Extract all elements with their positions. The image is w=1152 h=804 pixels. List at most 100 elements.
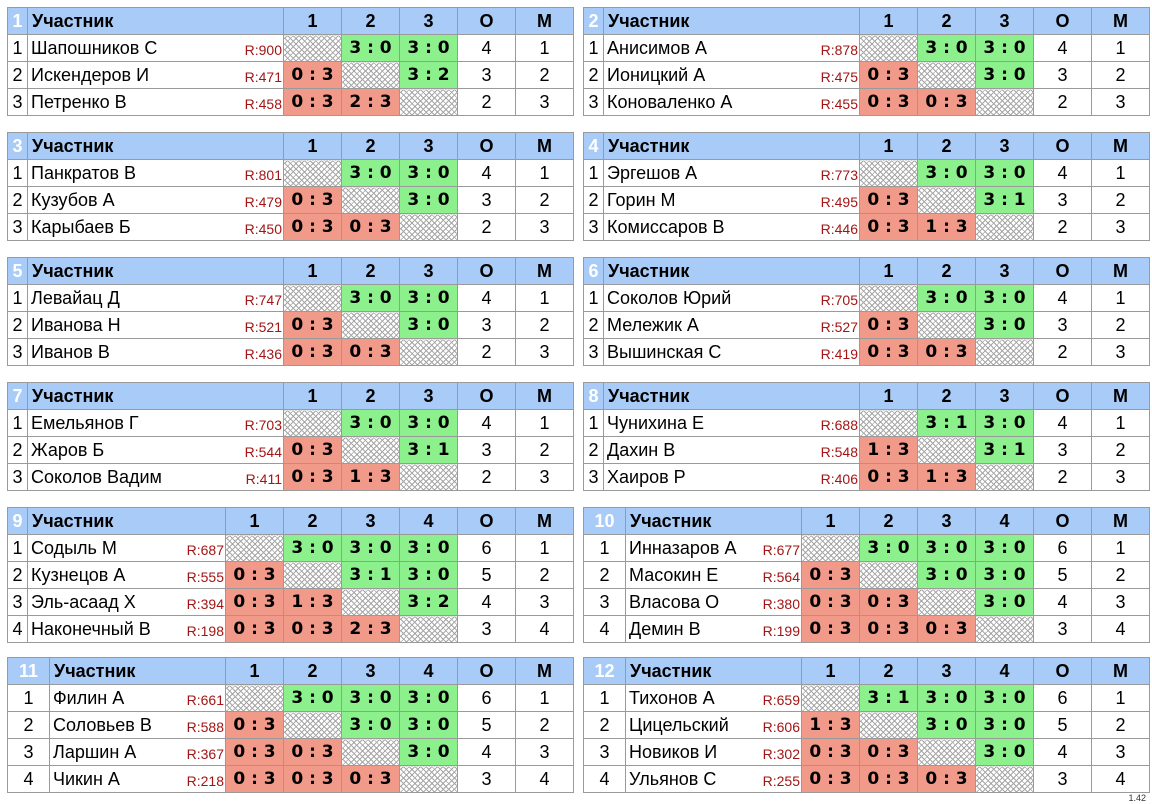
participant-column-header: Участник: [625, 657, 802, 685]
player-place: 3: [1091, 213, 1150, 241]
player-position: 1: [7, 409, 28, 437]
player-place: 2: [1091, 711, 1150, 739]
match-score-loss: 0 : 3: [283, 615, 342, 643]
opponent-column-header: 2: [917, 382, 976, 410]
match-score-win: 3 : 2: [399, 61, 458, 89]
opponent-column-header: 1: [225, 507, 284, 535]
player-rating: R:548: [820, 444, 858, 460]
player-rating: R:703: [244, 417, 282, 433]
player-name: Карыбаев Б: [31, 216, 131, 237]
opponent-column-header: 3: [399, 7, 458, 35]
player-points: 4: [1033, 34, 1092, 62]
player-place: 1: [515, 284, 574, 312]
place-column-header: М: [515, 132, 574, 160]
player-points: 2: [457, 463, 516, 491]
opponent-column-header: 1: [859, 257, 918, 285]
player-rating: R:661: [186, 692, 224, 708]
player-rating: R:380: [762, 596, 800, 612]
player-points: 4: [457, 34, 516, 62]
player-points: 3: [457, 615, 516, 643]
group-number: 7: [7, 382, 28, 410]
player-position: 1: [7, 284, 28, 312]
player-position: 2: [583, 711, 626, 739]
opponent-column-header: 2: [917, 132, 976, 160]
player-rating: R:367: [186, 746, 224, 762]
player-rating: R:446: [820, 221, 858, 237]
player-points: 5: [457, 711, 516, 739]
match-score-loss: 0 : 3: [859, 738, 918, 766]
player-cell: Филин А R:661: [49, 684, 226, 712]
player-position: 2: [7, 436, 28, 464]
player-points: 2: [1033, 463, 1092, 491]
player-place: 1: [1091, 159, 1150, 187]
group-header-row: 7 Участник 1 2 3 О М: [7, 382, 574, 410]
match-score-loss: 0 : 3: [859, 765, 918, 793]
player-name: Ларшин А: [53, 741, 137, 762]
player-cell: Искендеров И R:471: [27, 61, 284, 89]
match-score-loss: 0 : 3: [859, 588, 918, 616]
player-name: Хаиров Р: [607, 466, 686, 487]
player-cell: Горин М R:495: [603, 186, 860, 214]
player-place: 1: [515, 159, 574, 187]
match-score-win: 3 : 0: [399, 534, 458, 562]
place-column-header: М: [515, 657, 574, 685]
match-score-win: 3 : 1: [399, 436, 458, 464]
player-name: Шапошников С: [31, 37, 158, 58]
group-number: 11: [7, 657, 50, 685]
opponent-column-header: 1: [801, 657, 860, 685]
player-place: 1: [515, 409, 574, 437]
player-place: 3: [515, 338, 574, 366]
player-place: 2: [1091, 311, 1150, 339]
self-match-cell: [917, 436, 976, 464]
player-points: 3: [457, 765, 516, 793]
self-match-cell: [399, 463, 458, 491]
player-place: 2: [1091, 561, 1150, 589]
player-position: 1: [583, 284, 604, 312]
self-match-cell: [917, 186, 976, 214]
player-position: 3: [7, 738, 50, 766]
player-cell: Цицельский R:606: [625, 711, 802, 739]
player-rating: R:458: [244, 96, 282, 112]
player-position: 1: [583, 159, 604, 187]
player-cell: Содыль М R:687: [27, 534, 226, 562]
player-position: 2: [7, 561, 28, 589]
player-points: 5: [1033, 561, 1092, 589]
match-score-win: 3 : 0: [283, 684, 342, 712]
opponent-column-header: 1: [859, 132, 918, 160]
self-match-cell: [917, 588, 976, 616]
player-points: 2: [457, 88, 516, 116]
points-column-header: О: [1033, 507, 1092, 535]
player-points: 5: [1033, 711, 1092, 739]
player-position: 3: [583, 338, 604, 366]
match-score-win: 3 : 0: [399, 711, 458, 739]
player-position: 1: [583, 409, 604, 437]
player-points: 4: [1033, 588, 1092, 616]
opponent-column-header: 1: [859, 382, 918, 410]
match-score-loss: 0 : 3: [341, 338, 400, 366]
participant-column-header: Участник: [27, 257, 284, 285]
player-name: Цицельский: [629, 714, 729, 735]
match-score-win: 3 : 0: [341, 534, 400, 562]
points-column-header: О: [457, 657, 516, 685]
match-score-loss: 1 : 3: [859, 436, 918, 464]
match-score-loss: 0 : 3: [801, 561, 860, 589]
player-rating: R:302: [762, 746, 800, 762]
match-score-loss: 2 : 3: [341, 88, 400, 116]
